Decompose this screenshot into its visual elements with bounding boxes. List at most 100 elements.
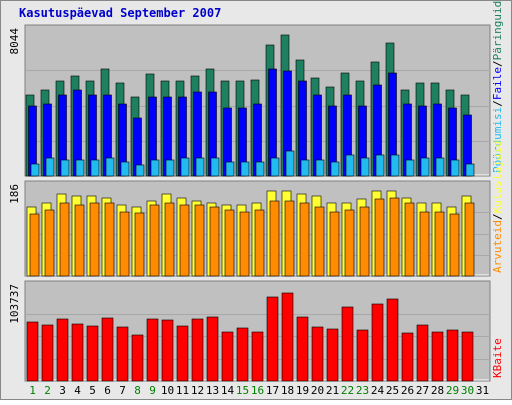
bar-pöördumisi-day-2 [45, 157, 55, 177]
bar-arvuteid-day-30 [464, 202, 475, 277]
day-labels-group: 1 2 3 4 5 6 7 8 9 10 11 12 13 14 15 16 17 18 19 20 21 22 23 24 2… [29, 384, 489, 397]
bar-pöördumisi-day-30 [465, 163, 475, 177]
day-label-6: 6 [104, 384, 111, 397]
bar-kbaite-day-23 [356, 329, 369, 382]
day-label-11: 11 [176, 384, 189, 397]
ymax-tick-label: 103737 [8, 284, 21, 324]
day-label-9: 9 [149, 384, 156, 397]
legend-entry-faile: Faile [491, 67, 504, 100]
bar-arvuteid-day-8 [134, 212, 145, 277]
bar-pöördumisi-day-12 [195, 157, 205, 177]
bar-kbaite-day-21 [326, 328, 339, 382]
bar-kbaite-day-13 [206, 316, 219, 382]
day-label-12: 12 [191, 384, 204, 397]
legend-text: Pöördumisi/Faile/Päringuid [491, 1, 504, 173]
bar-pöördumisi-day-4 [75, 159, 85, 177]
bar-kbaite-day-30 [461, 331, 474, 382]
bar-arvuteid-day-12 [194, 204, 205, 277]
bar-arvuteid-day-22 [344, 209, 355, 277]
bar-kbaite-day-7 [116, 326, 129, 382]
bar-arvuteid-day-17 [269, 200, 280, 277]
legend-separator: / [491, 60, 504, 67]
day-label-1: 1 [29, 384, 36, 397]
bar-pöördumisi-day-11 [180, 157, 190, 177]
bar-pöördumisi-day-3 [60, 159, 70, 177]
legend-text: Arvuteid/Külastajaid [491, 141, 504, 273]
bar-kbaite-day-15 [236, 327, 249, 382]
bar-arvuteid-day-16 [254, 209, 265, 277]
bar-pöördumisi-day-24 [375, 154, 385, 177]
bar-arvuteid-day-6 [104, 202, 115, 277]
legend-top: Pöördumisi/Faile/Päringuid [491, 1, 504, 173]
bar-arvuteid-day-4 [74, 204, 85, 277]
bar-kbaite-day-11 [176, 325, 189, 382]
bar-arvuteid-day-14 [224, 209, 235, 277]
bar-pöördumisi-day-26 [405, 159, 415, 177]
day-label-18: 18 [281, 384, 294, 397]
bar-kbaite-day-26 [401, 332, 414, 382]
chart-title: Kasutuspäevad September 2007 [19, 6, 221, 20]
day-label-26: 26 [401, 384, 414, 397]
bar-kbaite-day-22 [341, 306, 354, 382]
bar-kbaite-day-1 [26, 321, 39, 382]
day-label-28: 28 [431, 384, 444, 397]
legend-separator: / [491, 213, 504, 220]
day-label-27: 27 [416, 384, 429, 397]
bar-pöördumisi-day-17 [270, 157, 280, 177]
bar-arvuteid-day-27 [419, 211, 430, 277]
bar-pöördumisi-day-14 [225, 161, 235, 177]
bar-kbaite-day-5 [86, 325, 99, 382]
legend-entry-pöördumisi: Pöördumisi [491, 107, 504, 173]
bar-kbaite-day-2 [41, 324, 54, 382]
panels-group: 8044 186 103737 [8, 24, 491, 382]
bar-pöördumisi-day-21 [330, 161, 340, 177]
bar-kbaite-day-14 [221, 331, 234, 382]
bar-arvuteid-day-3 [59, 202, 70, 277]
bar-kbaite-day-25 [386, 298, 399, 382]
bar-pöördumisi-day-23 [360, 157, 370, 177]
bar-arvuteid-day-13 [209, 206, 220, 277]
bar-pöördumisi-day-6 [105, 157, 115, 177]
bar-arvuteid-day-2 [44, 209, 55, 277]
day-label-4: 4 [74, 384, 81, 397]
legend-entry-arvuteid: Arvuteid [491, 220, 504, 273]
bar-pöördumisi-day-1 [30, 163, 40, 177]
bar-pöördumisi-day-9 [150, 159, 160, 177]
bar-arvuteid-day-15 [239, 211, 250, 277]
bar-kbaite-day-28 [431, 331, 444, 382]
bar-pöördumisi-day-13 [210, 157, 220, 177]
bar-pöördumisi-day-25 [390, 154, 400, 177]
day-label-10: 10 [161, 384, 174, 397]
bar-kbaite-day-6 [101, 317, 114, 382]
bar-kbaite-day-8 [131, 334, 144, 382]
bar-pöördumisi-day-27 [420, 157, 430, 177]
bar-pöördumisi-day-5 [90, 159, 100, 177]
ymax-tick-label: 8044 [8, 28, 21, 55]
bar-arvuteid-day-23 [359, 206, 370, 277]
day-label-17: 17 [266, 384, 279, 397]
day-label-5: 5 [89, 384, 96, 397]
bar-arvuteid-day-25 [389, 197, 400, 277]
bar-pöördumisi-day-22 [345, 154, 355, 177]
day-label-14: 14 [221, 384, 235, 397]
bar-kbaite-day-17 [266, 296, 279, 382]
legend-bottom: KBaite [491, 338, 504, 378]
bar-kbaite-day-9 [146, 318, 159, 382]
bar-pöördumisi-day-18 [285, 150, 295, 177]
day-label-21: 21 [326, 384, 339, 397]
bar-kbaite-day-19 [296, 316, 309, 382]
bar-arvuteid-day-5 [89, 202, 100, 277]
bar-kbaite-day-12 [191, 318, 204, 382]
day-label-15: 15 [236, 384, 249, 397]
bar-arvuteid-day-19 [299, 202, 310, 277]
day-label-2: 2 [44, 384, 51, 397]
bar-pöördumisi-day-8 [135, 164, 145, 177]
bar-kbaite-day-18 [281, 292, 294, 382]
bar-pöördumisi-day-19 [300, 159, 310, 177]
bar-arvuteid-day-21 [329, 211, 340, 277]
legend-entry-päringuid: Päringuid [491, 1, 504, 61]
bar-pöördumisi-day-29 [450, 159, 460, 177]
bar-kbaite-day-29 [446, 329, 459, 382]
